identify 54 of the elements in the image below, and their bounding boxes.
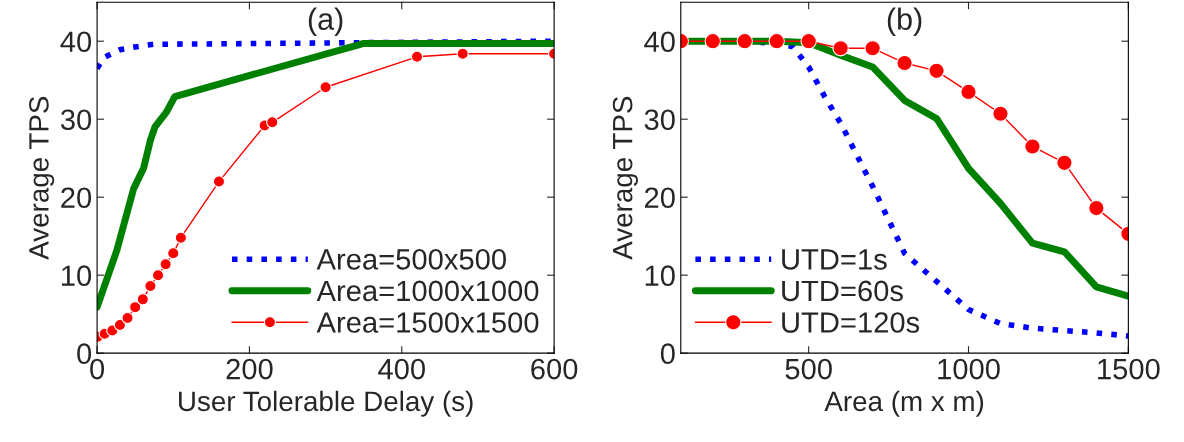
x-axis-title: Area (m x m) — [824, 390, 984, 417]
y-tick-label: 30 — [60, 109, 92, 131]
point — [410, 50, 424, 63]
y-axis-title: Average TPS — [29, 96, 55, 260]
legend-label: UTD=60s — [782, 280, 903, 302]
y-tick-label: 0 — [660, 343, 675, 365]
y-tick-label: 40 — [644, 31, 675, 53]
y-axis-title: Average TPS — [612, 96, 638, 260]
point — [768, 33, 785, 50]
point — [960, 83, 977, 101]
y-tick-label: 20 — [61, 187, 92, 209]
y-tick-label: 10 — [62, 265, 92, 287]
point — [151, 269, 165, 282]
x-tick-label: 600 — [531, 358, 578, 380]
point — [864, 40, 881, 57]
point — [113, 318, 127, 332]
x-tick-label: 400 — [378, 358, 425, 380]
point — [1056, 154, 1073, 172]
point — [144, 279, 157, 293]
x-tick-label: 1500 — [1098, 358, 1160, 380]
y-tick-label: 10 — [645, 265, 675, 287]
point — [1024, 138, 1041, 155]
point — [136, 293, 149, 306]
chart-title: (b) — [887, 7, 922, 36]
point — [167, 247, 180, 260]
point — [928, 62, 945, 80]
point — [121, 311, 134, 325]
point — [319, 81, 332, 94]
point — [174, 231, 187, 244]
legend-label: UTD=1s — [782, 249, 887, 270]
point — [159, 258, 172, 271]
point — [992, 105, 1009, 122]
point — [896, 54, 913, 72]
legend-label: UTD=120s — [782, 312, 920, 333]
legend-label: Area=1500x1500 — [316, 312, 539, 333]
legend-label: Area=1000x1000 — [316, 280, 539, 302]
point — [1088, 199, 1105, 217]
point — [704, 33, 721, 50]
chart-title: (a) — [308, 7, 343, 36]
y-tick-label: 20 — [644, 187, 675, 209]
y-tick-label: 40 — [60, 31, 92, 53]
point — [266, 116, 279, 129]
point — [832, 40, 849, 57]
point — [456, 47, 469, 60]
y-tick-label: 30 — [644, 109, 675, 131]
point — [800, 33, 817, 50]
point — [736, 33, 753, 50]
x-tick-label: 500 — [785, 358, 832, 380]
legend-label: Area=500x500 — [316, 249, 506, 270]
x-tick-label: 1000 — [938, 358, 1000, 380]
x-axis-title: User Tolerable Delay (s) — [179, 390, 473, 417]
x-tick-label: 200 — [226, 358, 273, 380]
point — [129, 301, 142, 314]
point — [212, 175, 226, 188]
